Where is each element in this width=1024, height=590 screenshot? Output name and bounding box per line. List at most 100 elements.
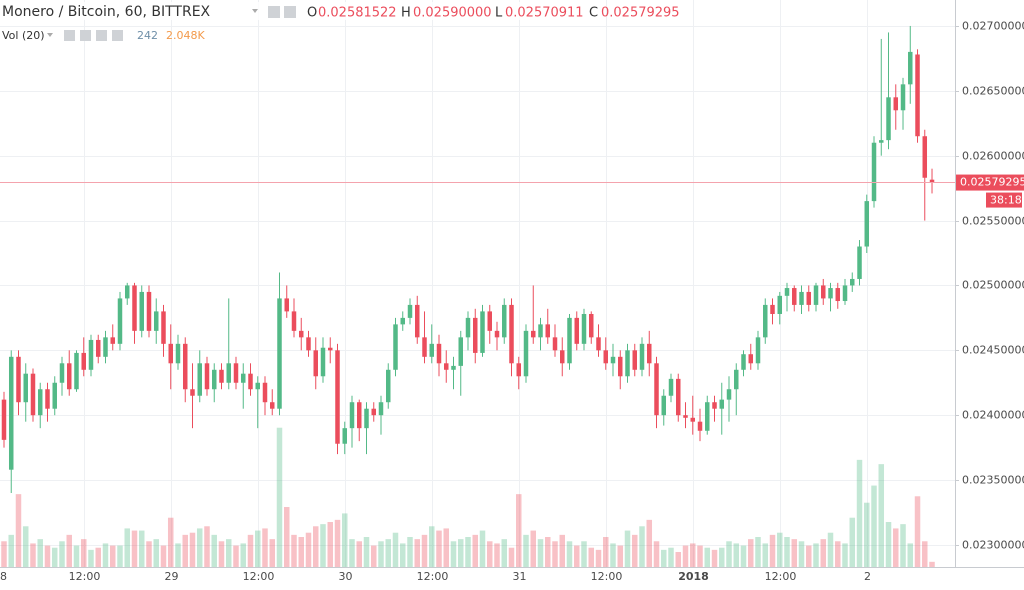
settings-icon[interactable] xyxy=(284,6,296,18)
candle-body xyxy=(349,402,355,429)
candle-body xyxy=(415,304,420,338)
volume-bar xyxy=(581,541,587,567)
volume-bar xyxy=(733,543,740,567)
candle-body xyxy=(8,356,14,470)
volume-bar xyxy=(740,545,747,567)
candle-body xyxy=(436,343,442,364)
eye-icon[interactable] xyxy=(268,6,280,18)
volume-bar xyxy=(842,543,848,567)
volume-bar xyxy=(690,543,696,567)
candle-body xyxy=(320,347,326,377)
volume-bar xyxy=(334,519,341,567)
candle-body xyxy=(240,373,246,383)
add-icon[interactable] xyxy=(96,30,107,41)
volume-bar xyxy=(414,539,420,567)
volume-bar xyxy=(124,528,130,567)
volume-bar xyxy=(639,526,645,567)
volume-bar xyxy=(893,528,899,567)
x-tick-label: 12:00 xyxy=(69,570,101,583)
dropdown-icon xyxy=(47,33,53,37)
volume-bar xyxy=(283,507,290,567)
volume-bar xyxy=(668,547,674,567)
open-key: O xyxy=(307,6,317,21)
candle-body xyxy=(799,291,804,305)
volume-bar xyxy=(479,530,486,567)
volume-bar xyxy=(363,537,370,567)
volume-bar xyxy=(95,547,101,567)
close-icon[interactable] xyxy=(112,30,123,41)
volume-bar xyxy=(51,547,58,567)
volume-bar xyxy=(443,528,449,567)
candle-body xyxy=(828,288,833,299)
y-tick-label: 0.02650000 xyxy=(962,85,1024,98)
candle-body xyxy=(451,365,456,370)
symbol-title: Monero / Bitcoin, 60, BITTREX xyxy=(2,4,211,20)
candle-body xyxy=(523,330,529,377)
volume-bar xyxy=(204,526,210,567)
candle-body xyxy=(298,330,304,338)
candle-body xyxy=(879,140,884,143)
volume-bar xyxy=(262,528,268,567)
volume-bar xyxy=(30,543,36,567)
candle-body xyxy=(915,54,920,137)
candle-body xyxy=(908,51,913,85)
candle-body xyxy=(850,278,855,286)
candle-body xyxy=(124,285,130,299)
candle-body xyxy=(248,373,253,390)
candle-body xyxy=(806,291,812,305)
low-key: L xyxy=(495,6,503,21)
volume-last: 242 xyxy=(137,29,158,42)
volume-bar xyxy=(777,532,783,567)
volume-bar xyxy=(153,539,159,567)
open-value: 0.02581522 xyxy=(318,6,397,21)
candle-body xyxy=(95,339,101,357)
countdown-box xyxy=(986,192,1022,208)
volume-bar xyxy=(856,459,863,567)
candle-body xyxy=(864,201,870,247)
low-value: 0.02570911 xyxy=(505,6,584,21)
volume-bar xyxy=(820,539,827,567)
volume-bar xyxy=(646,519,653,567)
volume-bar xyxy=(929,561,935,567)
eye-icon[interactable] xyxy=(64,30,75,41)
high-value: 0.02590000 xyxy=(413,6,492,21)
countdown-label: 38:18 xyxy=(990,194,1022,207)
volume-bar xyxy=(146,541,152,567)
candle-body xyxy=(139,291,144,331)
candle-body xyxy=(226,363,231,383)
candle-body xyxy=(705,402,710,431)
candle-body xyxy=(473,317,478,353)
volume-bar xyxy=(530,530,537,567)
candle-body xyxy=(66,363,72,390)
volume-bar xyxy=(878,464,885,567)
volume-bar xyxy=(349,539,355,567)
x-tick-label: 30 xyxy=(339,570,353,583)
candle-body xyxy=(647,343,652,364)
volume-bar xyxy=(487,541,493,567)
volume-bar xyxy=(291,534,297,567)
volume-bar xyxy=(523,534,529,567)
candle-body xyxy=(668,378,674,396)
candle-body xyxy=(639,343,645,370)
volume-bar xyxy=(392,532,399,567)
candle-body xyxy=(683,415,688,418)
volume-bar xyxy=(312,526,319,567)
candle-body xyxy=(886,97,891,141)
candle-body xyxy=(190,389,195,396)
volume-bar xyxy=(907,543,914,567)
candle-body xyxy=(676,378,681,416)
candle-body xyxy=(103,337,108,357)
candle-body xyxy=(813,285,819,305)
volume-bar xyxy=(769,534,776,567)
y-tick-label: 0.02700000 xyxy=(962,20,1024,33)
volume-bar xyxy=(545,537,551,567)
candle-body xyxy=(625,350,630,377)
candle-body xyxy=(552,337,558,351)
volume-bar xyxy=(762,543,769,567)
candle-body xyxy=(88,339,94,370)
candle-body xyxy=(581,313,587,344)
volume-bar xyxy=(719,547,725,567)
settings-icon[interactable] xyxy=(80,30,91,41)
volume-bar xyxy=(748,539,754,567)
x-tick-label: 31 xyxy=(513,570,527,583)
